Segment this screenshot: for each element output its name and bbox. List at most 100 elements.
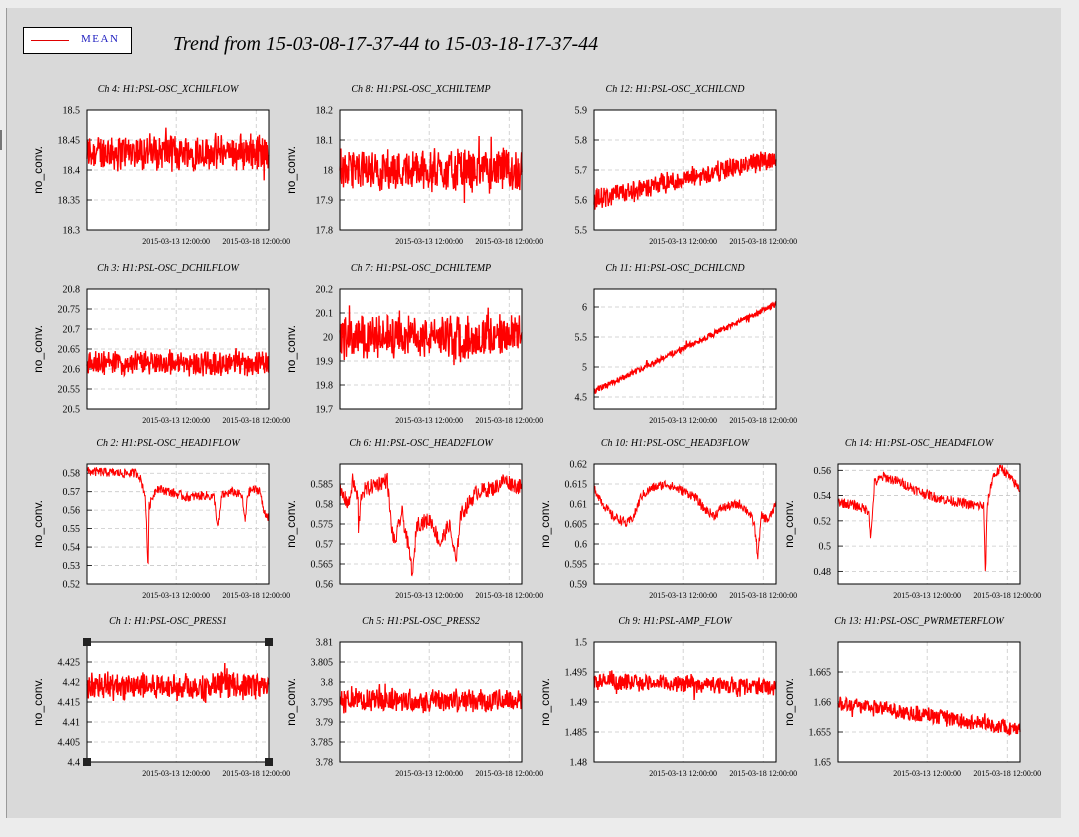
y-tick-label: 3.805 [311, 658, 334, 669]
x-tick-label: 2015-03-18 12:00:00 [973, 591, 1041, 600]
chart-panel[interactable]: Ch 4: H1:PSL-OSC_XCHILFLOW 18.5 18.45 18.4 1… [31, 84, 290, 246]
plot-frame [593, 641, 777, 763]
y-tick-label: 18.5 [63, 106, 81, 117]
y-tick-label: 20.55 [58, 385, 81, 396]
y-tick-label: 3.785 [311, 738, 334, 749]
series-line [339, 472, 523, 577]
chart-panel[interactable]: Ch 10: H1:PSL-OSC_HEAD3FLOW 0.62 0.615 0.61… [538, 438, 797, 600]
series-line [593, 300, 777, 395]
series-line [837, 464, 1021, 572]
y-tick-label: 0.61 [570, 500, 588, 511]
y-tick-label: 18.35 [58, 196, 81, 207]
plot-frame [593, 109, 777, 231]
x-tick-label: 2015-03-13 12:00:00 [649, 769, 717, 778]
y-tick-label: 20.7 [63, 325, 81, 336]
chart-title: Ch 6: H1:PSL-OSC_HEAD2FLOW [349, 438, 494, 449]
legend-swatch [31, 40, 69, 41]
y-tick-label: 0.595 [565, 560, 588, 571]
plot-background [838, 464, 1020, 584]
chart-panel[interactable]: Ch 12: H1:PSL-OSC_XCHILCND 5.9 5.8 5.7 5.6 5.… [575, 84, 798, 246]
y-tick-label: 0.55 [63, 524, 81, 535]
y-axis-label: no_conv. [284, 500, 298, 548]
y-axis-label: no_conv. [31, 325, 45, 373]
y-tick-label: 0.53 [63, 561, 81, 572]
page-title: Trend from 15-03-08-17-37-44 to 15-03-18… [173, 33, 599, 55]
series-line [593, 151, 777, 210]
chart-panel[interactable]: Ch 5: H1:PSL-OSC_PRESS2 3.81 3.805 3.8 3.795… [284, 616, 543, 778]
plot-frame [837, 463, 1021, 585]
y-tick-label: 18.1 [316, 136, 334, 147]
y-tick-label: 4.42 [63, 678, 81, 689]
y-axis-label: no_conv. [284, 146, 298, 194]
x-tick-label: 2015-03-18 12:00:00 [475, 591, 543, 600]
y-tick-label: 20.1 [316, 309, 334, 320]
plot-frame [339, 288, 523, 410]
y-tick-label: 0.565 [311, 560, 334, 571]
y-tick-label: 0.585 [311, 480, 334, 491]
y-axis-label: no_conv. [538, 678, 552, 726]
y-tick-label: 4.425 [58, 658, 81, 669]
y-tick-label: 5.7 [575, 166, 588, 177]
y-tick-label: 3.8 [321, 678, 334, 689]
plot-frame [86, 109, 270, 231]
y-tick-label: 0.52 [814, 516, 832, 527]
y-tick-label: 1.495 [565, 668, 588, 679]
y-tick-label: 0.575 [311, 520, 334, 531]
x-tick-label: 2015-03-13 12:00:00 [395, 416, 463, 425]
plot-frame [86, 463, 270, 585]
chart-panel[interactable]: Ch 11: H1:PSL-OSC_DCHILCND 6 5.5 5 4.5 2015-0… [575, 263, 798, 425]
chart-panel[interactable]: Ch 8: H1:PSL-OSC_XCHILTEMP 18.2 18.1 18 17.9… [284, 84, 543, 246]
y-axis-label: no_conv. [782, 678, 796, 726]
chart-panel[interactable]: Ch 2: H1:PSL-OSC_HEAD1FLOW 0.58 0.57 0.56 0.… [31, 438, 290, 600]
y-tick-label: 20.65 [58, 345, 81, 356]
chart-panel[interactable]: Ch 13: H1:PSL-OSC_PWRMETERFLOW 1.665 1.66 1… [782, 616, 1041, 778]
x-tick-label: 2015-03-13 12:00:00 [142, 769, 210, 778]
chart-panel[interactable]: Ch 3: H1:PSL-OSC_DCHILFLOW 20.8 20.75 20.7 2… [31, 263, 290, 425]
x-tick-label: 2015-03-13 12:00:00 [142, 591, 210, 600]
chart-panel[interactable]: Ch 14: H1:PSL-OSC_HEAD4FLOW0.560.540.520… [782, 438, 1041, 600]
legend[interactable]: MEAN [23, 27, 132, 54]
y-tick-label: 3.795 [311, 698, 334, 709]
y-tick-label: 5.6 [575, 196, 588, 207]
x-tick-label: 2015-03-18 12:00:00 [973, 769, 1041, 778]
chart-panel[interactable]: Ch 1: H1:PSL-OSC_PRESS1 4.425 4.42 4.415 4.4… [31, 616, 290, 778]
y-tick-label: 20.2 [316, 285, 334, 296]
chart-panel[interactable]: Ch 9: H1:PSL-AMP_FLOW 1.5 1.495 1.49 1.485 1.… [538, 616, 797, 778]
chart-title: Ch 7: H1:PSL-OSC_DCHILTEMP [351, 263, 491, 274]
chart-panel[interactable]: Ch 7: H1:PSL-OSC_DCHILTEMP 20.2 20.1 20 19.9… [284, 263, 543, 425]
chart-panel[interactable]: Ch 6: H1:PSL-OSC_HEAD2FLOW 0.585 0.58 0.575… [284, 438, 543, 600]
plot-frame [837, 641, 1021, 763]
y-tick-label: 1.49 [570, 698, 588, 709]
y-tick-label: 17.9 [316, 196, 334, 207]
y-tick-label: 18.2 [316, 106, 334, 117]
y-tick-label: 20.6 [63, 365, 81, 376]
y-tick-label: 0.59 [570, 580, 588, 591]
x-tick-label: 2015-03-18 12:00:00 [729, 591, 797, 600]
y-tick-label: 0.57 [316, 540, 334, 551]
y-tick-label: 5.5 [575, 226, 588, 237]
plot-frame [339, 463, 523, 585]
x-tick-label: 2015-03-18 12:00:00 [729, 237, 797, 246]
chart-title: Ch 4: H1:PSL-OSC_XCHILFLOW [98, 84, 240, 95]
y-tick-label: 19.9 [316, 357, 334, 368]
x-tick-label: 2015-03-18 12:00:00 [222, 769, 290, 778]
y-tick-label: 0.615 [565, 480, 588, 491]
y-axis-label: no_conv. [782, 500, 796, 548]
plot-frame [339, 641, 523, 763]
y-tick-label: 6 [582, 303, 587, 314]
series-line [86, 348, 270, 378]
y-tick-label: 20 [323, 333, 333, 344]
y-tick-label: 19.8 [316, 381, 334, 392]
x-tick-label: 2015-03-18 12:00:00 [475, 237, 543, 246]
x-tick-label: 2015-03-13 12:00:00 [395, 237, 463, 246]
series-line [593, 670, 777, 701]
series-line [837, 695, 1021, 736]
y-tick-label: 4.41 [63, 718, 81, 729]
x-tick-label: 2015-03-18 12:00:00 [729, 416, 797, 425]
x-tick-label: 2015-03-13 12:00:00 [142, 416, 210, 425]
chart-title: Ch 5: H1:PSL-OSC_PRESS2 [362, 616, 480, 627]
selection-handle [83, 758, 91, 766]
y-tick-label: 0.56 [63, 506, 81, 517]
window-edge [0, 130, 2, 150]
